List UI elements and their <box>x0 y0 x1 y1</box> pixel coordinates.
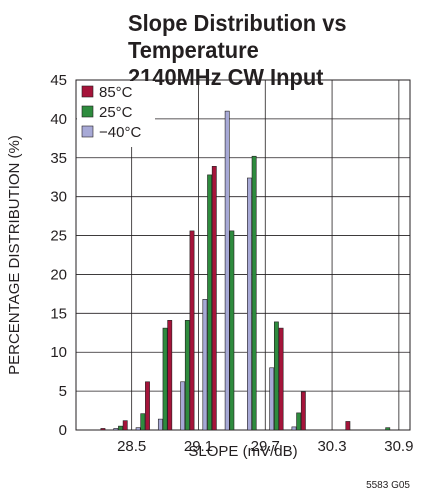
legend-swatch <box>81 105 94 118</box>
bar-40C-9 <box>291 426 297 431</box>
legend-swatch <box>81 125 94 138</box>
bar-25C-7 <box>251 155 257 431</box>
bar-25C-9 <box>296 412 302 431</box>
x-tick-label: 30.3 <box>317 438 346 455</box>
y-tick-label: 25 <box>50 228 67 245</box>
y-tick-label: 10 <box>50 344 67 361</box>
x-tick-label: 29.1 <box>184 438 213 455</box>
x-tick-label: 28.5 <box>117 438 146 455</box>
y-tick-label: 5 <box>59 383 67 400</box>
plot-area <box>75 79 411 431</box>
y-tick-label: 0 <box>59 422 67 439</box>
bars <box>100 110 391 431</box>
bar-40C-8 <box>269 367 275 431</box>
bar-85C-9 <box>300 391 306 431</box>
y-tick-label: 45 <box>50 72 67 89</box>
x-tick-label: 29.7 <box>251 438 280 455</box>
bar-85C-3 <box>167 320 173 431</box>
x-tick-label: 30.9 <box>384 438 413 455</box>
bar-85C-0 <box>100 428 106 431</box>
y-tick-label: 35 <box>50 150 67 167</box>
y-tick-label: 30 <box>50 189 67 206</box>
bar-40C-1 <box>113 428 119 431</box>
y-tick-labels: 0 5 10 15 20 25 30 35 40 45 <box>50 72 67 439</box>
bar-85C-5 <box>211 166 217 431</box>
chart-title-line1: Slope Distribution vs Temperature <box>128 10 347 63</box>
x-axis-label: SLOPE (mV/dB) <box>188 443 297 460</box>
bar-25C-1 <box>118 425 123 431</box>
footnote: 5583 G05 <box>366 480 410 491</box>
x-tick-labels: 28.5 29.1 29.7 30.3 30.9 <box>117 438 413 455</box>
y-axis-label: PERCENTAGE DISTRIBUTION (%) <box>6 135 23 375</box>
legend-swatch <box>81 85 94 98</box>
bar-40C-3 <box>157 418 163 431</box>
y-tick-label: 40 <box>50 111 67 128</box>
bar-25C-3 <box>162 327 168 431</box>
bar-40C-5 <box>202 299 208 431</box>
bar-85C-8 <box>278 327 284 431</box>
legend-label: −40°C <box>99 124 141 141</box>
bar-85C-2 <box>145 381 150 431</box>
bar-85C-11 <box>345 421 351 431</box>
bar-25C-4 <box>184 320 190 431</box>
bar-40C-7 <box>247 177 252 431</box>
bar-25C-6 <box>229 230 235 431</box>
y-tick-label: 15 <box>50 305 67 322</box>
bar-40C-6 <box>224 110 230 431</box>
legend: 85°C 25°C −40°C <box>77 81 155 147</box>
y-tick-label: 20 <box>50 266 67 283</box>
legend-label: 85°C <box>99 84 133 101</box>
chart-title: Slope Distribution vs Temperature 2140MH… <box>128 10 420 91</box>
bar-40C-2 <box>135 427 141 431</box>
bar-40C-4 <box>180 381 186 431</box>
bar-25C-13 <box>385 427 391 431</box>
bar-25C-2 <box>140 413 146 431</box>
chart-title-line2: 2140MHz CW Input <box>128 64 324 90</box>
bar-85C-1 <box>122 420 128 431</box>
bar-85C-4 <box>189 230 195 431</box>
bar-25C-5 <box>207 174 213 431</box>
legend-label: 25°C <box>99 104 133 121</box>
bar-25C-8 <box>273 321 279 431</box>
